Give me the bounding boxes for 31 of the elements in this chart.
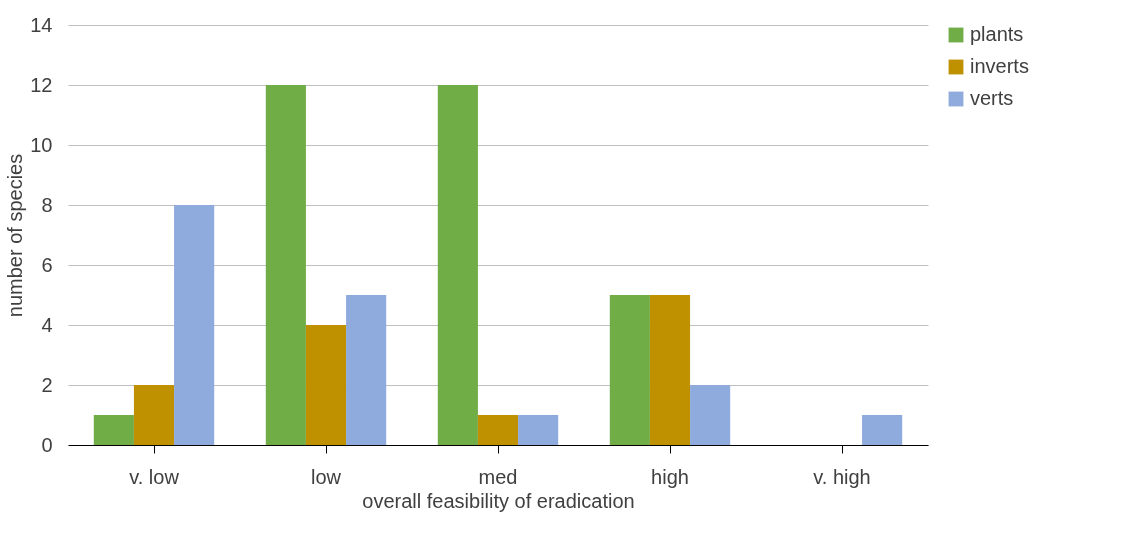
y-tick-label: 10: [30, 133, 53, 156]
bar: [649, 295, 691, 445]
y-tick-label: 6: [41, 253, 53, 276]
bar: [437, 85, 478, 445]
bar: [518, 415, 559, 445]
y-tick-label: 8: [41, 193, 53, 216]
y-tick-label: 4: [41, 313, 53, 336]
bar: [690, 385, 731, 445]
x-axis-title: overall feasibility of eradication: [362, 489, 635, 512]
bar: [609, 295, 650, 445]
legend-label: plants: [970, 23, 1024, 45]
bar: [265, 85, 306, 445]
bar: [477, 415, 519, 445]
bar: [862, 415, 903, 445]
x-tick-label: v. high: [813, 465, 871, 488]
bar: [346, 295, 387, 445]
y-axis-title: number of species: [4, 153, 27, 318]
x-tick-label: low: [310, 465, 342, 488]
y-tick-label: 0: [41, 433, 53, 456]
x-tick-label: v. low: [129, 465, 180, 488]
bar: [93, 415, 134, 445]
bar: [133, 385, 175, 445]
y-tick-label: 14: [30, 13, 53, 36]
x-tick-label: med: [478, 465, 518, 488]
y-tick-label: 12: [30, 73, 53, 96]
bar: [305, 325, 347, 445]
bar: [174, 205, 215, 445]
legend-label: verts: [970, 87, 1014, 109]
x-tick-label: high: [651, 465, 689, 488]
y-tick-label: 2: [41, 373, 53, 396]
legend-label: inverts: [970, 55, 1029, 77]
